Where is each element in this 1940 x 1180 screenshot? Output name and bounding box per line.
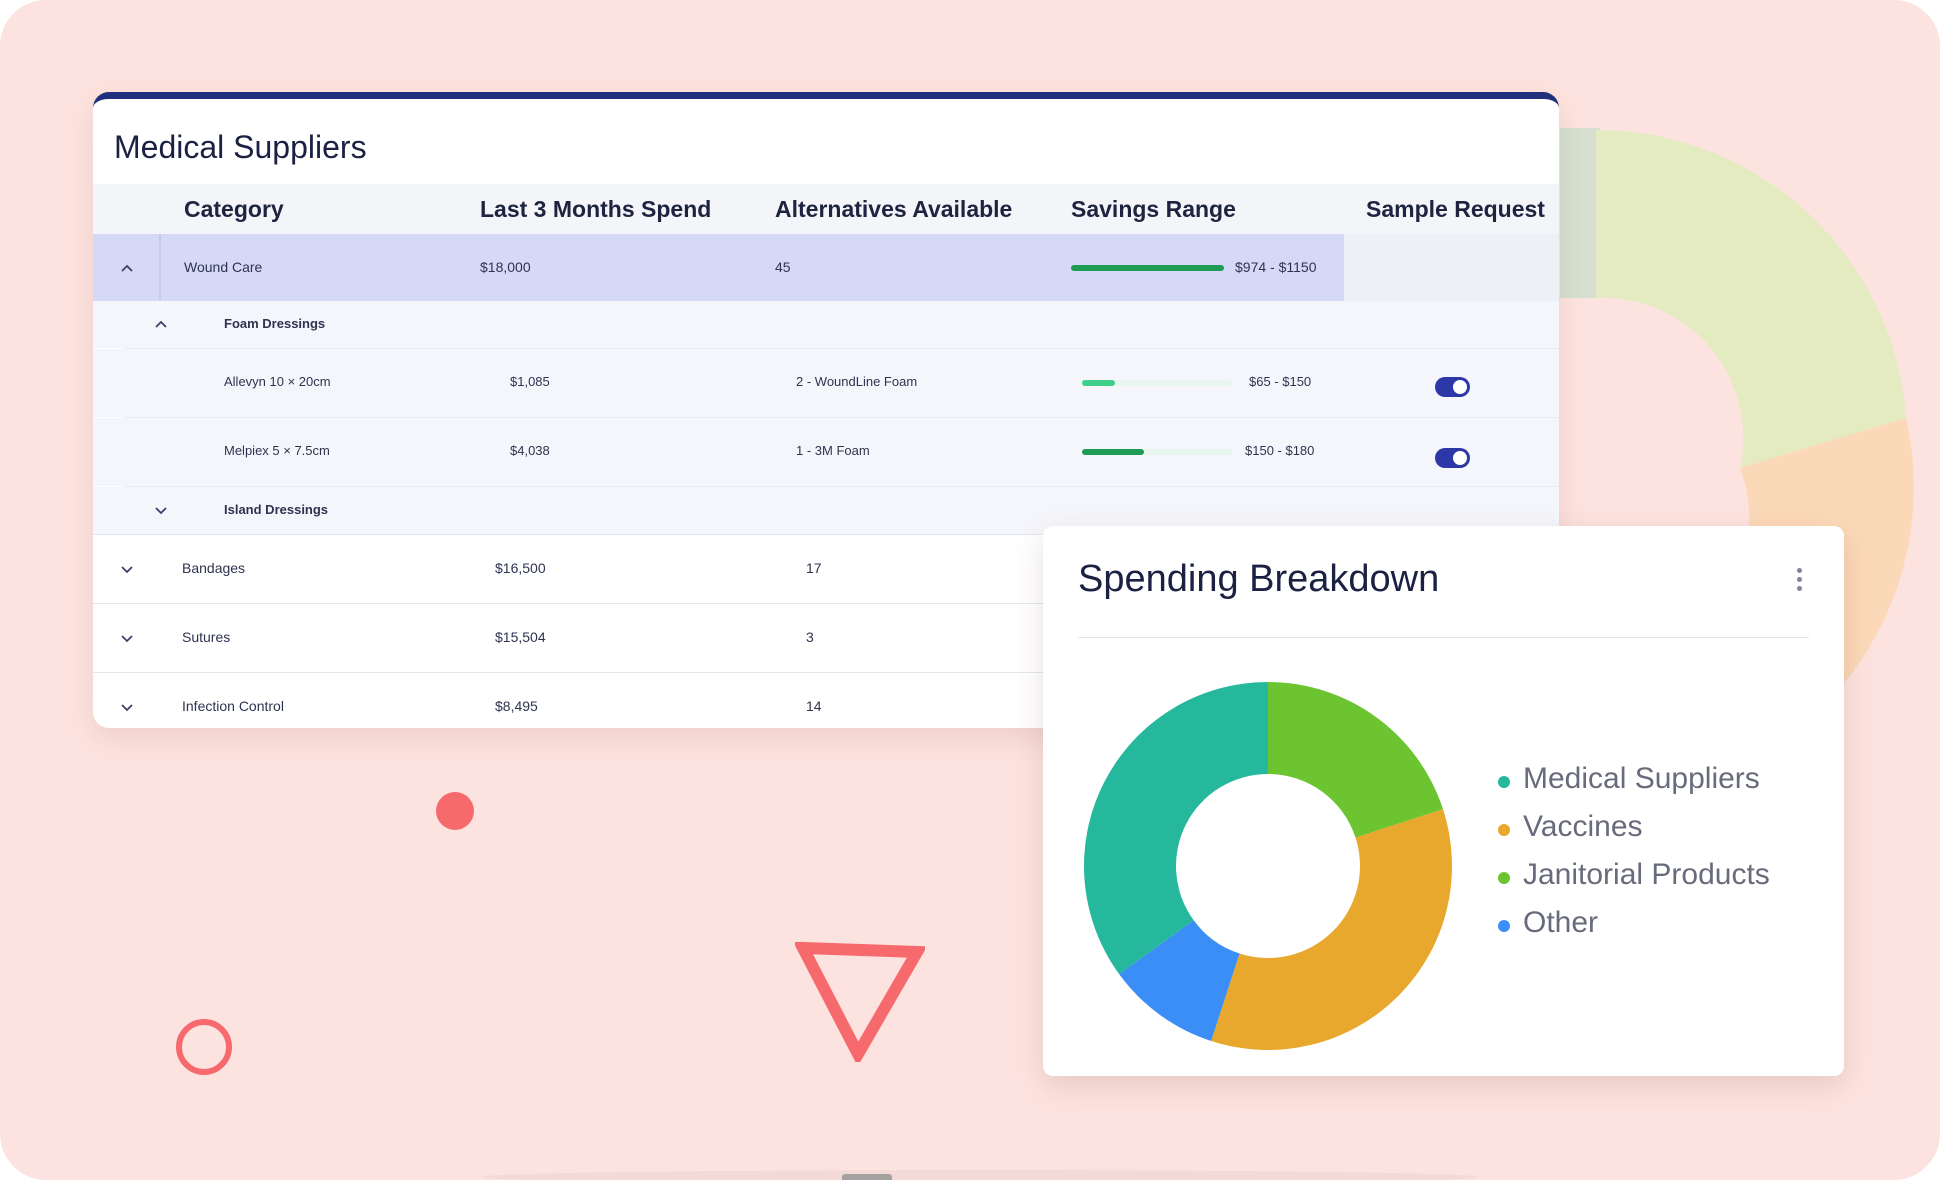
item-spend: $1,085: [510, 374, 550, 389]
chevron-up-icon[interactable]: [117, 258, 137, 278]
table-row-sutures[interactable]: Sutures $15,504 3: [93, 604, 1559, 672]
savings-bar: [1071, 265, 1224, 271]
legend-dot: [1498, 872, 1510, 884]
sample-request-toggle[interactable]: [1435, 377, 1470, 397]
decorative-ring: [176, 1019, 232, 1075]
spending-breakdown-card: Spending Breakdown Medical Suppliers Vac…: [1043, 526, 1844, 1076]
savings-bar-track: [1082, 380, 1232, 386]
divider: [93, 603, 1559, 604]
savings-bar-fill: [1082, 380, 1115, 386]
legend-dot: [1498, 776, 1510, 788]
legend-dot: [1498, 920, 1510, 932]
bottom-shadow: [480, 1170, 1480, 1180]
chevron-down-icon[interactable]: [117, 697, 137, 717]
item-alternatives: 2 - WoundLine Foam: [796, 374, 918, 389]
row-highlight-end: [1344, 234, 1559, 301]
sub-group-foam-dressings[interactable]: Foam Dressings: [93, 301, 1559, 348]
donut-slice-janitorial-products[interactable]: [1268, 682, 1443, 838]
divider: [93, 534, 1559, 535]
spending-donut-chart: [1084, 682, 1452, 1050]
row-spend: $8,495: [495, 698, 538, 714]
divider: [93, 672, 1559, 673]
column-header-sample-request[interactable]: Sample Request: [1366, 196, 1545, 222]
divider: [123, 348, 1559, 349]
row-category: Bandages: [182, 560, 246, 576]
donut-slice-vaccines[interactable]: [1211, 809, 1452, 1050]
donut-slice-medical-suppliers[interactable]: [1084, 682, 1268, 975]
column-header-spend[interactable]: Last 3 Months Spend: [480, 196, 712, 222]
item-savings: $150 - $180: [1245, 443, 1315, 458]
column-header-savings[interactable]: Savings Range: [1071, 196, 1236, 222]
table-row-bandages[interactable]: Bandages $16,500 17: [93, 535, 1559, 603]
row-savings: $974 - $1150: [1235, 259, 1317, 275]
chevron-down-icon[interactable]: [117, 559, 137, 579]
row-alternatives: 3: [806, 629, 814, 645]
chevron-down-icon[interactable]: [117, 628, 137, 648]
donut-slice-other[interactable]: [1119, 920, 1240, 1041]
item-alternatives: 1 - 3M Foam: [796, 443, 870, 458]
table-row-infection-control[interactable]: Infection Control $8,495 14: [93, 673, 1559, 728]
row-alternatives: 45: [775, 259, 791, 275]
sub-group-name: Island Dressings: [224, 502, 329, 517]
item-name: Melpiex 5 × 7.5cm: [224, 443, 330, 458]
legend-label: Janitorial Products: [1523, 858, 1770, 891]
savings-bar-track: [1082, 449, 1232, 455]
legend-label: Other: [1523, 906, 1599, 939]
toggle-knob: [1453, 380, 1467, 394]
decorative-triangle: [795, 942, 925, 1062]
legend-label: Medical Suppliers: [1523, 762, 1760, 795]
more-options-icon[interactable]: [1794, 568, 1804, 594]
decorative-dot: [436, 792, 474, 830]
savings-bar-fill: [1082, 449, 1144, 455]
column-header-alternatives[interactable]: Alternatives Available: [775, 196, 1013, 222]
item-spend: $4,038: [510, 443, 550, 458]
divider: [123, 486, 1559, 487]
row-alternatives: 17: [806, 560, 822, 576]
sub-group-name: Foam Dressings: [224, 316, 326, 331]
row-category: Sutures: [182, 629, 231, 645]
column-header-category[interactable]: Category: [184, 196, 284, 222]
chart-title: Spending Breakdown: [1078, 558, 1440, 600]
item-name: Allevyn 10 × 20cm: [224, 374, 331, 389]
row-category: Infection Control: [182, 698, 284, 714]
list-item-allevyn[interactable]: Allevyn 10 × 20cm $1,085 2 - WoundLine F…: [93, 349, 1559, 417]
scroll-handle[interactable]: [842, 1174, 892, 1180]
divider: [123, 417, 1559, 418]
row-spend: $16,500: [495, 560, 546, 576]
table-header: Category Last 3 Months Spend Alternative…: [93, 184, 1559, 234]
header-divider: [1078, 637, 1809, 638]
row-spend: $18,000: [480, 259, 531, 275]
list-item-melpiex[interactable]: Melpiex 5 × 7.5cm $4,038 1 - 3M Foam $15…: [93, 418, 1559, 486]
legend-dot: [1498, 824, 1510, 836]
row-spend: $15,504: [495, 629, 546, 645]
toggle-knob: [1453, 451, 1467, 465]
table-row-wound-care[interactable]: Wound Care $18,000 45 $974 - $1150: [93, 234, 1559, 535]
chevron-down-icon[interactable]: [151, 500, 171, 520]
row-category: Wound Care: [184, 259, 263, 275]
legend-label: Vaccines: [1523, 810, 1643, 843]
card-title: Medical Suppliers: [114, 129, 367, 165]
chevron-up-icon[interactable]: [151, 314, 171, 334]
sample-request-toggle[interactable]: [1435, 448, 1470, 468]
medical-suppliers-card: Medical Suppliers Category Last 3 Months…: [93, 92, 1559, 728]
item-savings: $65 - $150: [1249, 374, 1312, 389]
row-alternatives: 14: [806, 698, 822, 714]
